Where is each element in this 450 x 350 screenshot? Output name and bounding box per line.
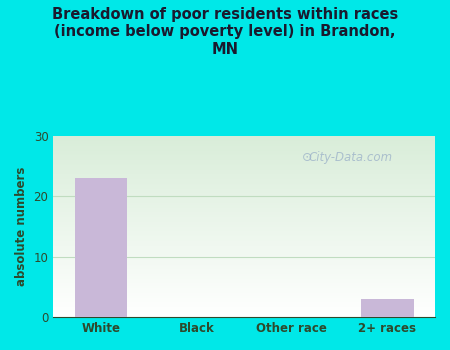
Text: ⊙: ⊙: [302, 151, 312, 164]
Bar: [361, 299, 414, 317]
Text: Breakdown of poor residents within races
(income below poverty level) in Brandon: Breakdown of poor residents within races…: [52, 7, 398, 57]
Text: City-Data.com: City-Data.com: [309, 151, 393, 164]
Bar: [75, 178, 127, 317]
Y-axis label: absolute numbers: absolute numbers: [15, 167, 28, 286]
